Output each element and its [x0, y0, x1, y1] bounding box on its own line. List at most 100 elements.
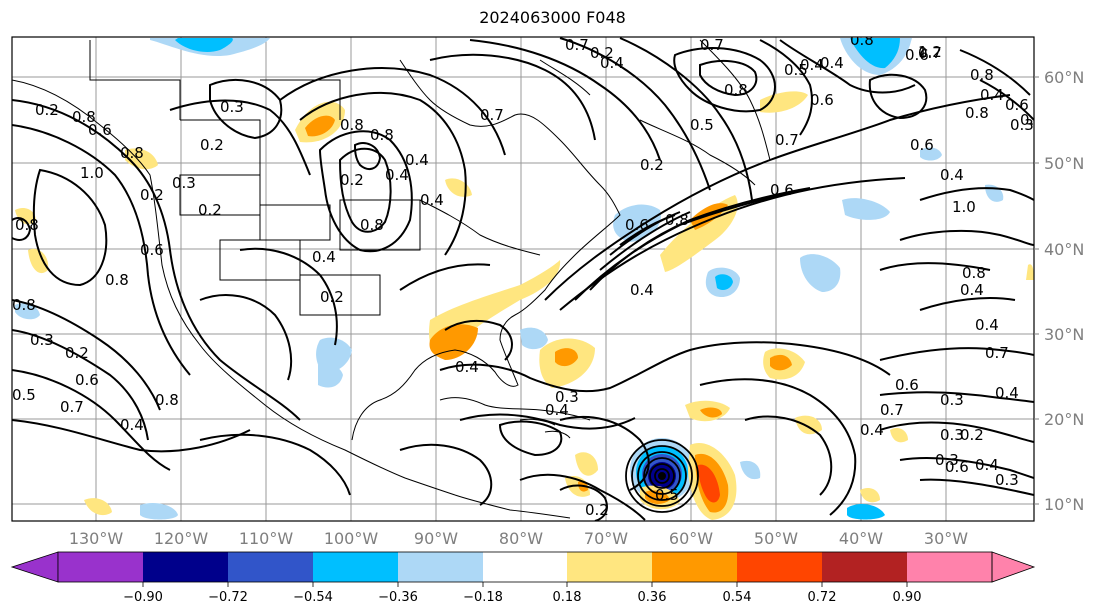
contour-label: 0.7 — [880, 401, 904, 419]
contour-label: 0.7 — [775, 131, 799, 149]
lon-label: 60°W — [669, 529, 713, 548]
colorbar-tick-label: 0.72 — [808, 590, 837, 605]
contour-label: 0.4 — [120, 416, 144, 434]
contour-label: 0.8 — [360, 216, 384, 234]
contour-label: 0.4 — [820, 54, 844, 72]
contour-label: 0.4 — [600, 54, 624, 72]
contour-label: 0.8 — [962, 264, 986, 282]
contour-label: 0.4 — [975, 456, 999, 474]
contour-label: 0.3 — [940, 391, 964, 409]
colorbar-segment — [822, 552, 907, 582]
contour-label: 1.2 — [918, 43, 942, 61]
contour-label: 0.4 — [940, 166, 964, 184]
contour-label: 0.8 — [970, 66, 994, 84]
colorbar-tick-label: −0.54 — [293, 590, 333, 605]
contour-label: 0.2 — [340, 171, 364, 189]
contour-label: 0.8 — [72, 108, 96, 126]
contour-label: 0.2 — [960, 426, 984, 444]
contour-label: 0.8 — [724, 81, 748, 99]
contour-label: 0.7 — [565, 36, 589, 54]
latitude-labels: 60°N 50°N 40°N 30°N 20°N 10°N — [1034, 68, 1084, 514]
anomaly-fills — [15, 38, 1034, 520]
contour-label: 0.8 — [370, 126, 394, 144]
contour-label: 0.6 — [895, 376, 919, 394]
contour-label: 0.2 — [640, 156, 664, 174]
contour-label: 0.4 — [800, 56, 824, 74]
colorbar-tick-label: 0.90 — [893, 590, 922, 605]
colorbar: −0.90 −0.72 −0.54 −0.36 −0.18 0.18 0.36 … — [10, 551, 1036, 605]
colorbar-extend-min — [10, 551, 59, 583]
contour-label: 0.7 — [480, 106, 504, 124]
lon-label: 110°W — [239, 529, 294, 548]
lon-label: 120°W — [154, 529, 209, 548]
map-background — [12, 37, 1034, 521]
contour-label: 0.3 — [940, 426, 964, 444]
colorbar-extend-max — [991, 551, 1036, 583]
contour-label: 0.3 — [995, 471, 1019, 489]
contour-label: 0.8 — [15, 216, 39, 234]
contour-label: 0.2 — [65, 344, 89, 362]
contour-label: 0.8 — [965, 104, 989, 122]
colorbar-segment — [143, 552, 228, 582]
colorbar-tick-label: −0.72 — [208, 590, 248, 605]
contour-label: 1.0 — [80, 164, 104, 182]
contour-label: 0.2 — [320, 288, 344, 306]
colorbar-tick-label: 0.54 — [723, 590, 752, 605]
colorbar-segment — [228, 552, 313, 582]
longitude-labels: 130°W 120°W 110°W 100°W 90°W 80°W 70°W 6… — [69, 529, 968, 548]
lat-label: 50°N — [1044, 154, 1084, 173]
contour-label: 0.3 — [555, 388, 579, 406]
colorbar-outline — [57, 551, 993, 583]
contour-label: 0.6 — [75, 371, 99, 389]
contour-label: 0.7 — [985, 344, 1009, 362]
contour-label: 0.2 — [585, 501, 609, 519]
lat-label: 30°N — [1044, 325, 1084, 344]
map-frame — [11, 36, 1035, 522]
lat-label: 10°N — [1044, 495, 1084, 514]
lon-label: 30°W — [924, 529, 968, 548]
contour-label: 0.8 — [1020, 111, 1044, 129]
lon-label: 40°W — [839, 529, 883, 548]
contour-label: 0.8 — [120, 144, 144, 162]
coastlines — [12, 39, 771, 519]
contour-label: 0.2 — [35, 101, 59, 119]
colorbar-tick-label: −0.36 — [378, 590, 418, 605]
contour-label: 0.6 — [945, 458, 969, 476]
lat-label: 40°N — [1044, 240, 1084, 259]
contour-label: 0.4 — [975, 316, 999, 334]
contour-label: 0.4 — [980, 86, 1004, 104]
contour-label: 0.3 — [220, 98, 244, 116]
lat-label: 20°N — [1044, 410, 1084, 429]
contour-label: 0.6 — [1005, 96, 1029, 114]
colorbar-segment — [652, 552, 737, 582]
colorbar-tick-label: 0.18 — [553, 590, 582, 605]
contour-label: 0.8 — [340, 116, 364, 134]
contour-label: 0.6 — [88, 121, 112, 139]
lon-label: 50°W — [754, 529, 798, 548]
contour-label: 0.5 — [12, 386, 36, 404]
contour-label: 0.2 — [200, 136, 224, 154]
contour-label: 0.4 — [420, 191, 444, 209]
colorbar-segment — [737, 552, 822, 582]
contour-label: 0.3 — [1010, 116, 1034, 134]
contour-label: 0.7 — [700, 36, 724, 54]
colorbar-segment — [398, 552, 483, 582]
contour-labels: 0.3 0.2 0.3 0.2 1.0 0.8 0.6 0.8 0.6 0.4 … — [12, 36, 1044, 519]
colorbar-segment — [58, 552, 143, 582]
contour-label: 0.4 — [312, 248, 336, 266]
contour-label: 0.6 — [625, 216, 649, 234]
contour-label: 0.4 — [960, 281, 984, 299]
colorbar-tick-label: −0.90 — [123, 590, 163, 605]
contour-label: 0.5 — [690, 116, 714, 134]
contour-label: 0.4 — [995, 384, 1019, 402]
contour-lines — [12, 37, 1034, 521]
colorbar-segment — [907, 552, 992, 582]
contour-label: 0.8 — [155, 391, 179, 409]
contour-label: 1.0 — [952, 198, 976, 216]
colorbar-segment — [483, 552, 567, 582]
colorbar-segment — [313, 552, 398, 582]
lon-label: 70°W — [584, 529, 628, 548]
lon-label: 100°W — [324, 529, 379, 548]
contour-label: 0.5 — [784, 61, 808, 79]
